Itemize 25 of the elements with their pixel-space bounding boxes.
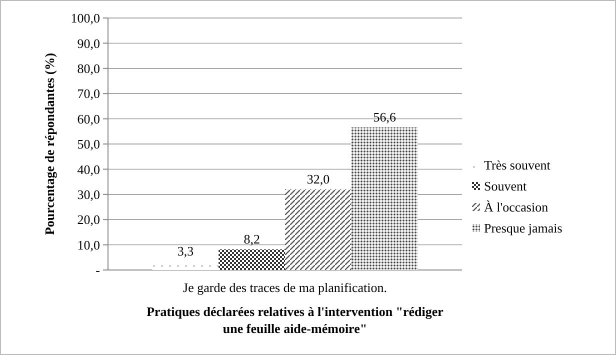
y-tick-label: 20,0 <box>77 212 100 228</box>
legend-label: À l'occasion <box>484 200 549 215</box>
y-tick-label: 70,0 <box>77 86 100 102</box>
y-tick-label: 90,0 <box>77 36 100 51</box>
data-label: 56,6 <box>373 109 396 124</box>
y-axis-title: Pourcentage de répondantes (%) <box>42 52 57 236</box>
y-tick-label: 30,0 <box>77 186 100 202</box>
y-tick-label: 60,0 <box>77 111 100 126</box>
bar <box>285 189 352 270</box>
y-tick-label: 80,0 <box>77 60 100 76</box>
x-tick-label: Je garde des traces de ma planification. <box>183 280 387 295</box>
y-tick-label: 50,0 <box>77 136 100 152</box>
y-tick-label: 100,0 <box>70 10 100 26</box>
data-label: 3,3 <box>177 244 194 259</box>
data-label: 32,0 <box>306 171 330 186</box>
legend-label: Très souvent <box>484 158 551 173</box>
bar <box>351 127 418 270</box>
x-axis-title: Pratiques déclarées relatives à l'intervention "rédiger une feuille aide-mémoire" <box>146 304 444 336</box>
y-tick-label: - <box>96 262 100 278</box>
legend-label: Souvent <box>484 178 527 194</box>
y-tick-label: 40,0 <box>77 162 100 177</box>
legend-label: Presque jamais <box>484 220 562 236</box>
data-label: 8,2 <box>244 231 260 246</box>
y-tick-label: 10,0 <box>77 237 100 252</box>
bar <box>218 249 285 270</box>
